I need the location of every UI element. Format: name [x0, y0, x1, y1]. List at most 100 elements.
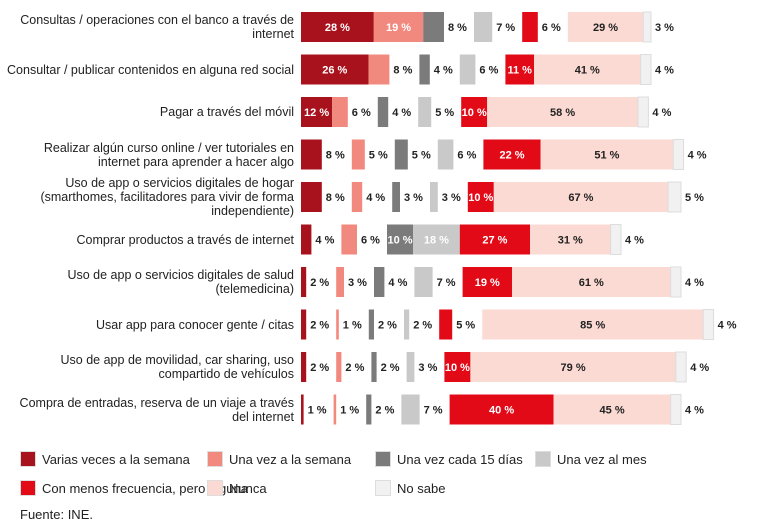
- value-label: 4 %: [690, 362, 709, 374]
- value-label: 8 %: [326, 192, 345, 204]
- value-label: 5 %: [369, 149, 388, 161]
- value-label: 29 %: [593, 22, 618, 34]
- bar-segment: [401, 394, 420, 425]
- bar-segment: [351, 139, 365, 170]
- legend-label: Varias veces a la semana: [42, 451, 190, 467]
- bar-segment: [672, 139, 685, 170]
- bar-segment: [374, 267, 385, 297]
- category-label: Compra de entradas, reserva de un viaje …: [19, 395, 294, 424]
- category-label: Uso de app de movilidad, car sharing, us…: [60, 353, 294, 381]
- bar-segment: [444, 352, 471, 382]
- value-label: 2 %: [345, 362, 364, 374]
- bar-segment: [387, 224, 413, 255]
- bar-segment: [540, 139, 674, 170]
- value-label: 4 %: [685, 404, 704, 416]
- value-label: 26 %: [322, 64, 347, 76]
- legend-label: Con menos frecuencia, pero alguna: [42, 480, 248, 496]
- value-label: 2 %: [310, 319, 329, 331]
- bar-segment: [667, 181, 682, 213]
- value-label: 4 %: [388, 277, 407, 289]
- value-label: 4 %: [718, 319, 737, 331]
- value-label: 3 %: [418, 362, 437, 374]
- bar-segment: [366, 394, 372, 425]
- legend-swatch: [375, 480, 391, 496]
- value-label: 6 %: [542, 22, 561, 34]
- value-label: 7 %: [424, 404, 443, 416]
- bar-segment: [336, 352, 342, 382]
- value-label: 27 %: [482, 234, 507, 246]
- bar-segment: [702, 309, 715, 340]
- category-label: Consultar / publicar contenidos en algun…: [7, 62, 294, 77]
- value-label: 3 %: [348, 277, 367, 289]
- bar-segment: [301, 224, 312, 255]
- legend-item: No sabe: [375, 480, 445, 496]
- bar-segment: [341, 224, 357, 255]
- value-label: 67 %: [568, 192, 593, 204]
- legend-swatch: [207, 480, 223, 496]
- bar-segment: [449, 394, 554, 425]
- bar-segment: [461, 97, 488, 127]
- bar-segment: [419, 54, 430, 85]
- bar-segment: [368, 309, 374, 340]
- value-label: 1 %: [343, 319, 362, 331]
- bar-segment: [642, 11, 652, 43]
- bar-segment: [459, 54, 476, 85]
- category-label: Realizar algún curso online / ver tutori…: [43, 140, 294, 169]
- value-label: 4 %: [652, 107, 671, 119]
- value-label: 4 %: [688, 149, 707, 161]
- category-label: Uso de app o servicios digitales de hoga…: [40, 176, 294, 218]
- value-label: 4 %: [315, 234, 334, 246]
- bar-segment: [505, 54, 534, 85]
- bar-segment: [301, 267, 307, 297]
- bar-segment: [637, 96, 649, 128]
- value-label: 7 %: [496, 22, 515, 34]
- value-label: 10 %: [468, 192, 493, 204]
- bar-segment: [482, 309, 704, 340]
- value-label: 40 %: [489, 404, 514, 416]
- bar-segment: [430, 182, 438, 212]
- value-label: 5 %: [456, 319, 475, 331]
- value-label: 41 %: [575, 64, 600, 76]
- value-label: 4 %: [392, 107, 411, 119]
- bar-segment: [414, 267, 433, 297]
- legend-swatch: [207, 451, 223, 467]
- value-label: 4 %: [434, 64, 453, 76]
- value-label: 8 %: [393, 64, 412, 76]
- bar-segment: [404, 309, 410, 340]
- bar-segment: [670, 266, 682, 298]
- bar-segment: [470, 352, 676, 382]
- value-label: 45 %: [600, 404, 625, 416]
- legend-label: Una vez al mes: [557, 451, 647, 467]
- value-label: 4 %: [655, 64, 674, 76]
- value-label: 22 %: [499, 149, 524, 161]
- value-label: 6 %: [479, 64, 498, 76]
- bar-segment: [462, 267, 512, 297]
- value-label: 7 %: [437, 277, 456, 289]
- legend-swatch: [20, 451, 36, 467]
- legend-item: Nunca: [207, 480, 267, 496]
- bar-segment: [392, 182, 400, 212]
- bar-segment: [567, 12, 644, 42]
- bar-segment: [522, 12, 538, 42]
- value-label: 8 %: [326, 149, 345, 161]
- value-label: 1 %: [340, 404, 359, 416]
- value-label: 19 %: [475, 277, 500, 289]
- value-label: 85 %: [580, 319, 605, 331]
- bar-segment: [333, 394, 337, 425]
- value-label: 79 %: [561, 362, 586, 374]
- value-label: 2 %: [413, 319, 432, 331]
- legend-label: Una vez cada 15 días: [397, 451, 523, 467]
- value-label: 2 %: [310, 362, 329, 374]
- value-label: 10 %: [462, 107, 487, 119]
- bar-segment: [670, 394, 682, 425]
- bar-segment: [418, 97, 432, 127]
- bar-segment: [336, 309, 339, 340]
- bar-segment: [553, 394, 671, 425]
- bar-segment: [373, 12, 424, 42]
- value-label: 19 %: [386, 22, 411, 34]
- legend-label: Nunca: [229, 480, 267, 496]
- bar-segment: [332, 97, 348, 127]
- value-label: 4 %: [366, 192, 385, 204]
